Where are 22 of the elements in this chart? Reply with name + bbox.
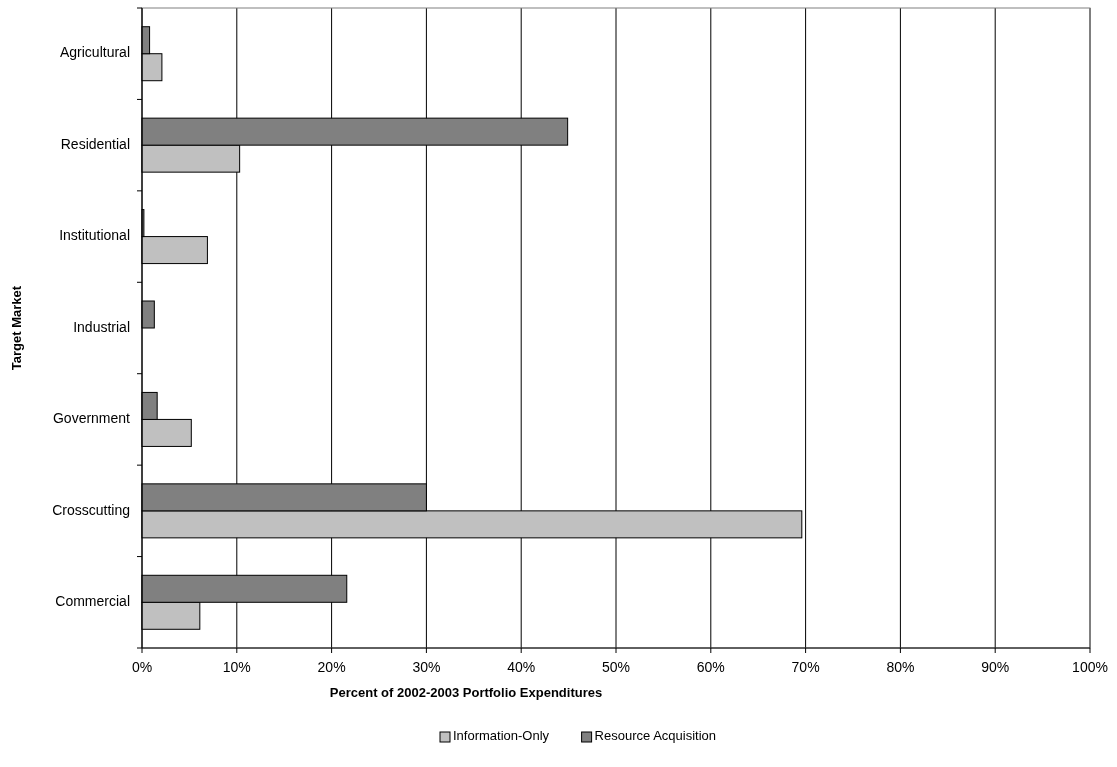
x-tick-label: 20% bbox=[317, 658, 346, 675]
y-tick-label: Industrial bbox=[73, 318, 130, 335]
x-tick-label: 90% bbox=[981, 658, 1010, 675]
x-tick-label: 0% bbox=[131, 658, 153, 675]
y-tick-label: Residential bbox=[60, 135, 130, 152]
legend-label: Information-Only bbox=[453, 728, 550, 744]
y-tick-label: Commercial bbox=[55, 592, 130, 609]
x-tick-label: 60% bbox=[696, 658, 725, 675]
x-axis-title: Percent of 2002-2003 Portfolio Expenditures bbox=[329, 685, 603, 701]
x-tick-label: 50% bbox=[601, 658, 631, 675]
x-tick-label: 30% bbox=[412, 658, 441, 675]
legend-label: Resource Acquisition bbox=[594, 728, 717, 744]
x-tick-label: 100% bbox=[1072, 658, 1108, 675]
x-tick-label: 70% bbox=[791, 658, 820, 675]
y-axis-title: Target Market bbox=[9, 285, 25, 371]
y-tick-label: Agricultural bbox=[59, 44, 130, 61]
y-tick-label: Institutional bbox=[59, 227, 130, 244]
y-tick-label: Government bbox=[52, 410, 131, 427]
x-tick-label: 80% bbox=[886, 658, 915, 675]
y-tick-label: Crosscutting bbox=[52, 501, 130, 518]
x-tick-label: 40% bbox=[507, 658, 536, 675]
x-tick-label: 10% bbox=[222, 658, 251, 675]
